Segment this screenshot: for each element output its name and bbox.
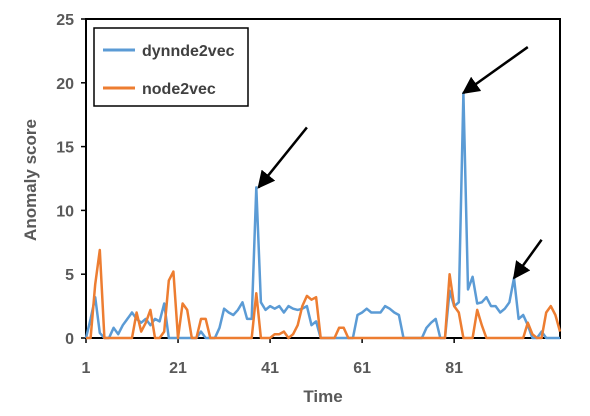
annotation-layer: [257, 46, 543, 280]
x-axis-title: Time: [303, 387, 342, 406]
y-tick-label: 10: [56, 203, 74, 220]
y-tick-label: 25: [56, 12, 74, 29]
legend-label-node2vec: node2vec: [142, 81, 216, 98]
series-layer: [84, 91, 562, 340]
annotation-arrow-1: [257, 126, 308, 189]
annotation-arrow-2: [461, 46, 529, 95]
x-tick-label: 41: [261, 360, 279, 377]
x-tick-label: 81: [445, 360, 463, 377]
x-tick-label: 61: [353, 360, 371, 377]
legend: dynnde2vec node2vec: [93, 27, 249, 107]
y-tick-label: 20: [56, 76, 74, 93]
y-tick-label: 0: [65, 331, 74, 348]
x-tick-label: 1: [82, 360, 91, 377]
series-line-dynnde2vec: [84, 91, 560, 340]
y-tick-label: 5: [65, 267, 74, 284]
legend-label-dynnde2vec: dynnde2vec: [142, 43, 235, 60]
legend-box: [93, 27, 249, 107]
y-tick-label: 15: [56, 140, 74, 157]
x-axis-ticks: 1 21 41 61 81: [82, 338, 463, 377]
x-tick-label: 21: [169, 360, 187, 377]
y-axis-ticks: 0 5 10 15 20 25: [56, 12, 86, 348]
annotation-arrow-3: [512, 239, 543, 280]
y-axis-title: Anomaly score: [21, 119, 40, 241]
series-line-node2vec: [86, 248, 562, 340]
